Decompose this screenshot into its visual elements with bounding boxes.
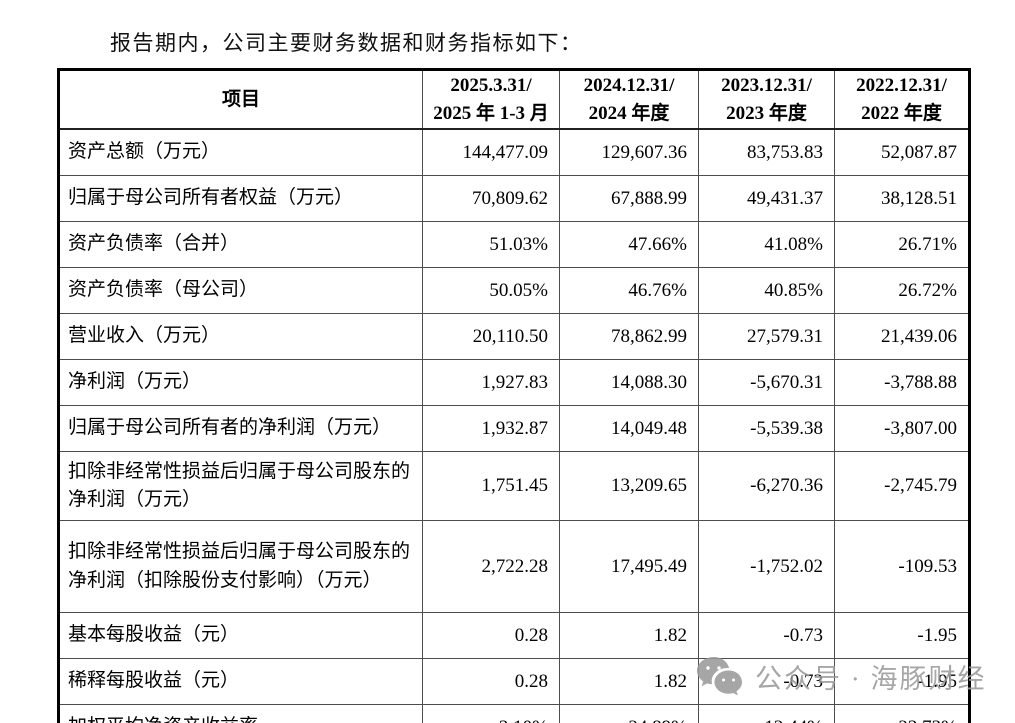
column-header-2024: 2024.12.31/ 2024 年度 [559,69,699,130]
table-row: 资产总额（万元） 144,477.09 129,607.36 83,753.83… [58,128,970,176]
cell-value: 47.66% [559,221,699,268]
column-header-2025q1: 2025.3.31/ 2025 年 1-3 月 [422,69,560,130]
financial-indicators-table: 项目 2025.3.31/ 2025 年 1-3 月 2024.12.31/ 2… [57,68,971,723]
table-row: 扣除非经常性损益后归属于母公司股东的净利润（扣除股份支付影响）（万元） 2,72… [58,520,970,613]
cell-value: 3.10% [422,704,560,723]
cell-value: 38,128.51 [834,175,970,222]
cell-value: -6,270.36 [698,451,835,521]
cell-value: 51.03% [422,221,560,268]
row-label: 营业收入（万元） [58,313,423,360]
cell-value: 1,751.45 [422,451,560,521]
cell-value: 14,088.30 [559,359,699,406]
cell-value: 17,495.49 [559,520,699,613]
cell-value: 70,809.62 [422,175,560,222]
column-header-2022: 2022.12.31/ 2022 年度 [834,69,970,130]
cell-value: -0.73 [698,612,835,659]
row-label: 加权平均净资产收益率 [58,704,423,723]
cell-value: 49,431.37 [698,175,835,222]
cell-value: 78,862.99 [559,313,699,360]
cell-value: -23.73% [834,704,970,723]
cell-value: 52,087.87 [834,128,970,176]
cell-value: -5,670.31 [698,359,835,406]
cell-value: -109.53 [834,520,970,613]
row-label: 扣除非经常性损益后归属于母公司股东的净利润（万元） [58,451,423,521]
row-label: 扣除非经常性损益后归属于母公司股东的净利润（扣除股份支付影响）（万元） [58,520,423,613]
column-header-text: 项目 [221,88,260,110]
cell-value: -5,539.38 [698,405,835,452]
row-label: 资产总额（万元） [58,128,423,176]
cell-value: 0.28 [422,658,560,705]
table-row: 归属于母公司所有者的净利润（万元） 1,932.87 14,049.48 -5,… [58,405,970,452]
cell-value: -3,788.88 [834,359,970,406]
cell-value: 67,888.99 [559,175,699,222]
table-row: 基本每股收益（元） 0.28 1.82 -0.73 -1.95 [58,612,970,659]
row-label: 资产负债率（合并） [58,221,423,268]
cell-value: 129,607.36 [559,128,699,176]
cell-value: 24.89% [559,704,699,723]
cell-value: 46.76% [559,267,699,314]
table-row: 归属于母公司所有者权益（万元） 70,809.62 67,888.99 49,4… [58,175,970,222]
table-row: 营业收入（万元） 20,110.50 78,862.99 27,579.31 2… [58,313,970,360]
cell-value: 14,049.48 [559,405,699,452]
cell-value: -1,752.02 [698,520,835,613]
row-label: 归属于母公司所有者的净利润（万元） [58,405,423,452]
table-row: 净利润（万元） 1,927.83 14,088.30 -5,670.31 -3,… [58,359,970,406]
cell-value: 26.72% [834,267,970,314]
cell-value: -1.95 [834,658,970,705]
column-header-item: 项目 [58,69,423,130]
cell-value: -1.95 [834,612,970,659]
row-label: 归属于母公司所有者权益（万元） [58,175,423,222]
row-label: 稀释每股收益（元） [58,658,423,705]
cell-value: 1,932.87 [422,405,560,452]
page-title: 报告期内，公司主要财务数据和财务指标如下： [110,31,583,55]
cell-value: 20,110.50 [422,313,560,360]
cell-value: 0.28 [422,612,560,659]
cell-value: 26.71% [834,221,970,268]
cell-value: 50.05% [422,267,560,314]
column-header-2023: 2023.12.31/ 2023 年度 [698,69,835,130]
cell-value: 2,722.28 [422,520,560,613]
table-row: 资产负债率（母公司） 50.05% 46.76% 40.85% 26.72% [58,267,970,314]
cell-value: -12.44% [698,704,835,723]
table-row: 稀释每股收益（元） 0.28 1.82 -0.73 -1.95 [58,658,970,705]
row-label: 资产负债率（母公司） [58,267,423,314]
table-row: 资产负债率（合并） 51.03% 47.66% 41.08% 26.71% [58,221,970,268]
cell-value: 41.08% [698,221,835,268]
cell-value: 21,439.06 [834,313,970,360]
cell-value: 1.82 [559,658,699,705]
cell-value: -0.73 [698,658,835,705]
cell-value: 144,477.09 [422,128,560,176]
cell-value: 40.85% [698,267,835,314]
cell-value: 1,927.83 [422,359,560,406]
cell-value: 27,579.31 [698,313,835,360]
table-header-row: 项目 2025.3.31/ 2025 年 1-3 月 2024.12.31/ 2… [58,69,970,130]
cell-value: 1.82 [559,612,699,659]
row-label: 基本每股收益（元） [58,612,423,659]
row-label: 净利润（万元） [58,359,423,406]
table-row: 加权平均净资产收益率 3.10% 24.89% -12.44% -23.73% [58,704,970,723]
cell-value: -3,807.00 [834,405,970,452]
cell-value: 83,753.83 [698,128,835,176]
table-row: 扣除非经常性损益后归属于母公司股东的净利润（万元） 1,751.45 13,20… [58,451,970,521]
cell-value: -2,745.79 [834,451,970,521]
cell-value: 13,209.65 [559,451,699,521]
